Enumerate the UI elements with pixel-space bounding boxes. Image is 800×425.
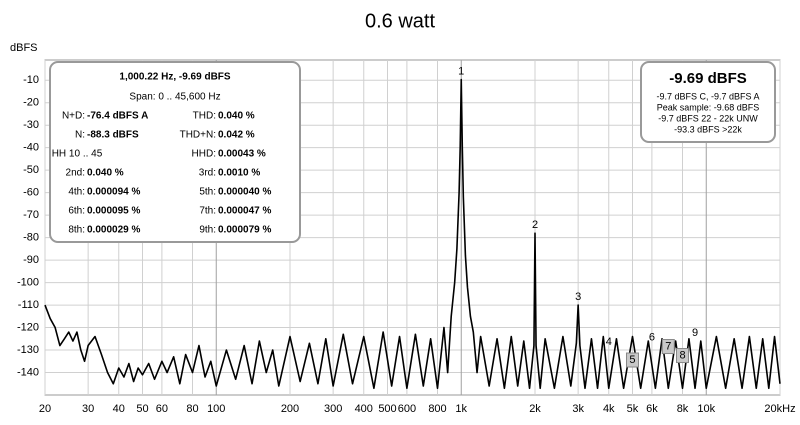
- panel-value: 0.000047 %: [218, 206, 271, 217]
- panel-label: 6th:: [68, 206, 85, 217]
- panel-value: 0.000094 %: [87, 187, 140, 198]
- y-tick-label: -40: [23, 142, 39, 154]
- x-tick-label: 400: [355, 403, 373, 415]
- panel-value: 0.042 %: [218, 130, 255, 141]
- harmonic-marker: 6: [649, 331, 655, 343]
- x-tick-label: 2k: [529, 403, 541, 415]
- harmonic-marker: 7: [665, 340, 671, 352]
- y-tick-label: -110: [18, 299, 39, 311]
- panel-value: 0.000040 %: [218, 187, 271, 198]
- x-tick-label: 50: [136, 403, 148, 415]
- y-tick-label: -60: [23, 187, 39, 199]
- y-axis-label: dBFS: [10, 42, 38, 54]
- y-tick-label: -90: [23, 254, 39, 266]
- level-line: -93.3 dBFS >22k: [674, 124, 742, 134]
- x-tick-label: 600: [398, 403, 416, 415]
- level-heading: -9.69 dBFS: [669, 70, 747, 87]
- y-tick-label: -100: [17, 276, 39, 288]
- x-tick-label: 1k: [455, 403, 467, 415]
- level-line: -9.7 dBFS C, -9.7 dBFS A: [656, 91, 759, 101]
- x-tick-label: 3k: [572, 403, 584, 415]
- harmonic-marker: 1: [458, 65, 464, 77]
- y-tick-label: -140: [17, 366, 39, 378]
- chart-title: 0.6 watt: [365, 10, 435, 32]
- panel-label: 8th:: [68, 225, 85, 236]
- panel-value: 0.040 %: [87, 168, 124, 179]
- y-tick-label: -80: [23, 232, 39, 244]
- x-tick-label: 300: [324, 403, 342, 415]
- harmonic-marker: 8: [679, 349, 685, 361]
- x-tick-label: 10k: [697, 403, 715, 415]
- panel-span: Span: 0 .. 45,600 Hz: [129, 92, 220, 103]
- panel-label: 4th:: [68, 187, 85, 198]
- marker-box: [625, 352, 639, 368]
- panel-value: 0.000029 %: [87, 225, 140, 236]
- x-tick-label: 800: [428, 403, 446, 415]
- harmonic-marker: 2: [532, 219, 538, 231]
- x-tick-label: 60: [156, 403, 168, 415]
- panel-label: N:: [75, 130, 85, 141]
- panel-label: 3rd:: [199, 168, 216, 179]
- panel-label: 2nd:: [66, 168, 85, 179]
- panel-value: 0.00043 %: [218, 149, 266, 160]
- harmonic-marker: 3: [575, 291, 581, 303]
- x-tick-label: 6k: [646, 403, 658, 415]
- x-tick-label: 20: [39, 403, 51, 415]
- info-panel: [49, 61, 301, 243]
- panel-value: -88.3 dBFS: [87, 130, 139, 141]
- y-tick-label: -10: [23, 74, 39, 86]
- panel-label: N+D:: [62, 111, 85, 122]
- y-tick-label: -30: [23, 119, 39, 131]
- panel-label: HH 10 .. 45: [52, 149, 103, 160]
- panel-value: -76.4 dBFS A: [87, 111, 148, 122]
- marker-box: [661, 339, 675, 355]
- y-tick-label: -70: [23, 209, 39, 221]
- spectrum-line: [44, 78, 781, 390]
- x-tick-label: 40: [113, 403, 125, 415]
- panel-value: 0.000079 %: [218, 225, 271, 236]
- panel-value: 0.040 %: [218, 111, 255, 122]
- panel-label: 7th:: [199, 206, 216, 217]
- panel-label: 5th:: [199, 187, 216, 198]
- level-line: -9.7 dBFS 22 - 22k UNW: [658, 113, 758, 123]
- marker-box: [676, 348, 690, 364]
- x-tick-label: 80: [186, 403, 198, 415]
- panel-label: 9th:: [199, 225, 216, 236]
- x-tick-label: 100: [207, 403, 225, 415]
- panel-label: THD+N:: [180, 130, 216, 141]
- x-tick-label: 8k: [677, 403, 689, 415]
- panel-value: 0.0010 %: [218, 168, 260, 179]
- y-tick-label: -20: [23, 97, 39, 109]
- panel-value: 0.000095 %: [87, 206, 140, 217]
- y-tick-label: -120: [17, 321, 39, 333]
- x-tick-label: 4k: [603, 403, 615, 415]
- level-panel: [640, 61, 776, 143]
- harmonic-marker: 5: [629, 354, 635, 366]
- x-tick-label: 5k: [627, 403, 639, 415]
- panel-heading: 1,000.22 Hz, -9.69 dBFS: [119, 72, 230, 83]
- x-tick-label: 500: [378, 403, 396, 415]
- x-tick-label: 20kHz: [764, 403, 795, 415]
- level-line: Peak sample: -9.68 dBFS: [657, 102, 760, 112]
- x-tick-label: 200: [281, 403, 299, 415]
- panel-label: THD:: [193, 111, 216, 122]
- harmonic-marker: 4: [606, 336, 612, 348]
- y-tick-label: -50: [23, 164, 39, 176]
- x-tick-label: 30: [82, 403, 94, 415]
- y-tick-label: -130: [17, 344, 39, 356]
- harmonic-marker: 9: [692, 327, 698, 339]
- panel-label: HHD:: [192, 149, 216, 160]
